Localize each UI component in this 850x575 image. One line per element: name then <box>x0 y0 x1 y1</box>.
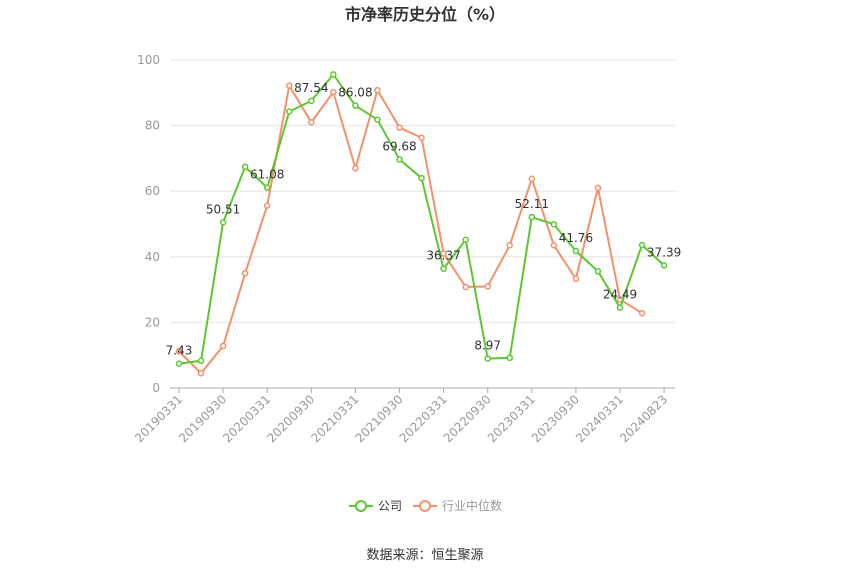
data-label: 41.76 <box>559 231 593 245</box>
data-point[interactable] <box>396 124 403 131</box>
data-point[interactable] <box>352 164 359 172</box>
data-point[interactable] <box>572 275 580 283</box>
data-point[interactable] <box>638 309 646 317</box>
data-label: 24.49 <box>603 288 637 302</box>
x-tick-label: 20240823 <box>617 392 670 445</box>
data-label: 61.08 <box>250 168 284 182</box>
data-point[interactable] <box>528 175 536 182</box>
data-point[interactable] <box>638 241 646 249</box>
data-label: 37.39 <box>647 245 681 259</box>
data-point[interactable] <box>374 116 381 123</box>
y-tick-label: 80 <box>145 119 160 133</box>
data-point[interactable] <box>528 213 536 221</box>
data-point[interactable] <box>374 86 381 94</box>
data-point[interactable] <box>175 348 183 355</box>
x-axis: 2019033120190930202003312020093020210331… <box>132 387 675 445</box>
data-point[interactable] <box>219 342 227 350</box>
data-point[interactable] <box>418 174 425 182</box>
data-point[interactable] <box>263 184 271 191</box>
y-axis: 0 20 40 60 80 100 <box>137 53 160 395</box>
data-point[interactable] <box>330 88 337 96</box>
data-point[interactable] <box>330 71 337 78</box>
data-point[interactable] <box>418 134 425 141</box>
y-tick-label: 0 <box>152 381 160 395</box>
data-label: 50.51 <box>206 202 240 216</box>
data-point[interactable] <box>440 265 447 272</box>
data-label: 7.43 <box>166 344 193 358</box>
data-labels: 7.43 50.51 61.08 87.54 86.08 69.68 36.37 8.97 52… <box>166 81 682 358</box>
data-point[interactable] <box>550 221 558 228</box>
data-point[interactable] <box>484 355 491 362</box>
data-point[interactable] <box>286 82 293 89</box>
series-line-1 <box>178 84 643 375</box>
data-point[interactable] <box>660 262 668 269</box>
data-label: 69.68 <box>382 139 416 153</box>
data-point[interactable] <box>550 242 558 249</box>
data-point[interactable] <box>286 108 293 115</box>
data-point[interactable] <box>396 156 403 163</box>
chart-title: 市净率历史分位（%） <box>345 5 505 24</box>
data-point[interactable] <box>263 202 271 209</box>
data-label: 52.11 <box>515 197 549 211</box>
data-point[interactable] <box>308 119 315 126</box>
data-point[interactable] <box>308 97 315 105</box>
legend-swatch-marker <box>419 500 431 512</box>
data-point[interactable] <box>506 242 513 249</box>
data-point[interactable] <box>241 163 249 171</box>
data-point[interactable] <box>462 236 469 243</box>
legend-item-1[interactable]: 行业中位数 <box>413 498 502 513</box>
data-point[interactable] <box>506 354 513 362</box>
legend-label: 公司 <box>378 499 402 513</box>
data-label: 36.37 <box>426 249 460 263</box>
data-point[interactable] <box>175 360 183 367</box>
data-label: 87.54 <box>294 81 328 95</box>
legend[interactable]: 公司 行业中位数 <box>349 498 502 513</box>
y-tick-label: 20 <box>145 315 160 329</box>
data-point[interactable] <box>197 357 205 365</box>
data-label: 8.97 <box>474 339 501 353</box>
y-tick-label: 100 <box>137 53 160 67</box>
legend-label: 行业中位数 <box>442 498 502 513</box>
y-tick-label: 60 <box>145 184 160 198</box>
data-point[interactable] <box>241 269 249 277</box>
data-point[interactable] <box>462 283 469 291</box>
data-point[interactable] <box>572 247 580 255</box>
data-point[interactable] <box>197 369 205 377</box>
data-label: 86.08 <box>338 86 372 100</box>
y-tick-label: 40 <box>145 250 160 264</box>
data-point[interactable] <box>616 304 624 311</box>
data-point[interactable] <box>594 267 602 275</box>
data-point[interactable] <box>594 184 602 192</box>
legend-swatch-marker <box>355 500 367 512</box>
data-point[interactable] <box>484 283 491 290</box>
legend-item-0[interactable]: 公司 <box>349 499 402 513</box>
data-point[interactable] <box>440 250 447 257</box>
data-point[interactable] <box>219 219 227 226</box>
data-point[interactable] <box>352 102 359 109</box>
data-source-note: 数据来源：恒生聚源 <box>366 548 483 563</box>
grid-lines <box>170 59 675 323</box>
series-layer <box>175 71 668 377</box>
